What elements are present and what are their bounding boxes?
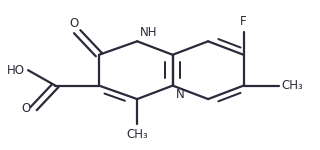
Text: O: O — [70, 17, 79, 30]
Text: O: O — [21, 102, 31, 115]
Text: CH₃: CH₃ — [126, 128, 148, 141]
Text: NH: NH — [140, 26, 157, 39]
Text: F: F — [240, 15, 247, 28]
Text: HO: HO — [7, 64, 25, 77]
Text: N: N — [175, 87, 184, 100]
Text: CH₃: CH₃ — [282, 79, 303, 92]
